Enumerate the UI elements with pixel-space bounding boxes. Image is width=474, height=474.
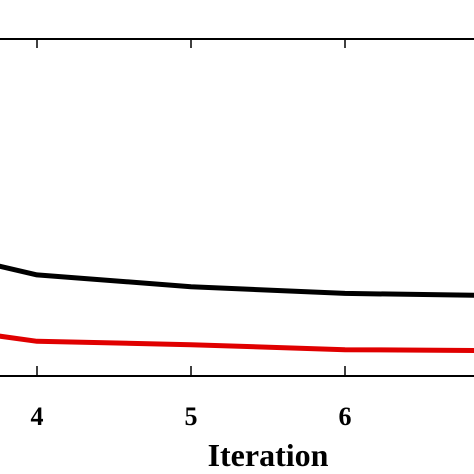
series-line-2 <box>0 333 474 353</box>
x-axis-label: Iteration <box>208 437 329 473</box>
plot-frame-top <box>0 38 474 40</box>
series-lines <box>0 263 474 353</box>
x-tick-labels: 4 5 6 <box>31 402 352 431</box>
x-tick-label-4: 4 <box>31 402 44 431</box>
x-ticks <box>36 39 346 376</box>
x-tick-label-6: 6 <box>339 402 352 431</box>
plot-frame-bottom <box>0 375 474 377</box>
x-tick-label-5: 5 <box>185 402 198 431</box>
series-line-1 <box>0 263 474 298</box>
